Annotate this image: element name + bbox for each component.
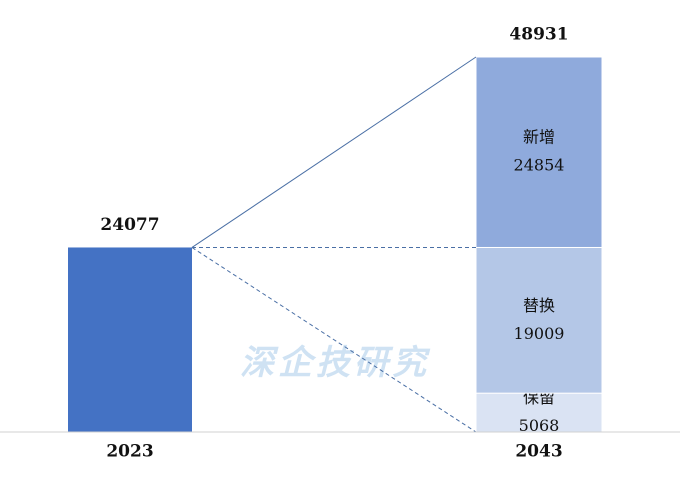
- x-tick-label: 2043: [515, 442, 562, 462]
- segment-name: 新增: [523, 128, 555, 147]
- segment-name: 替换: [523, 296, 555, 315]
- x-tick-label: 2023: [106, 442, 153, 462]
- bar-segment: [475, 392, 603, 433]
- total-label: 48931: [509, 25, 568, 45]
- bar-segment: [475, 246, 603, 394]
- watermark: 深企技研究: [240, 343, 431, 383]
- bar: [68, 247, 192, 432]
- segment-value: 24854: [514, 156, 565, 175]
- segment-value: 5068: [519, 416, 560, 435]
- bar-segment: [475, 56, 603, 248]
- connector: [191, 56, 477, 248]
- connector: [191, 247, 477, 433]
- segment-value: 19009: [514, 324, 565, 343]
- value-label: 24077: [100, 215, 159, 235]
